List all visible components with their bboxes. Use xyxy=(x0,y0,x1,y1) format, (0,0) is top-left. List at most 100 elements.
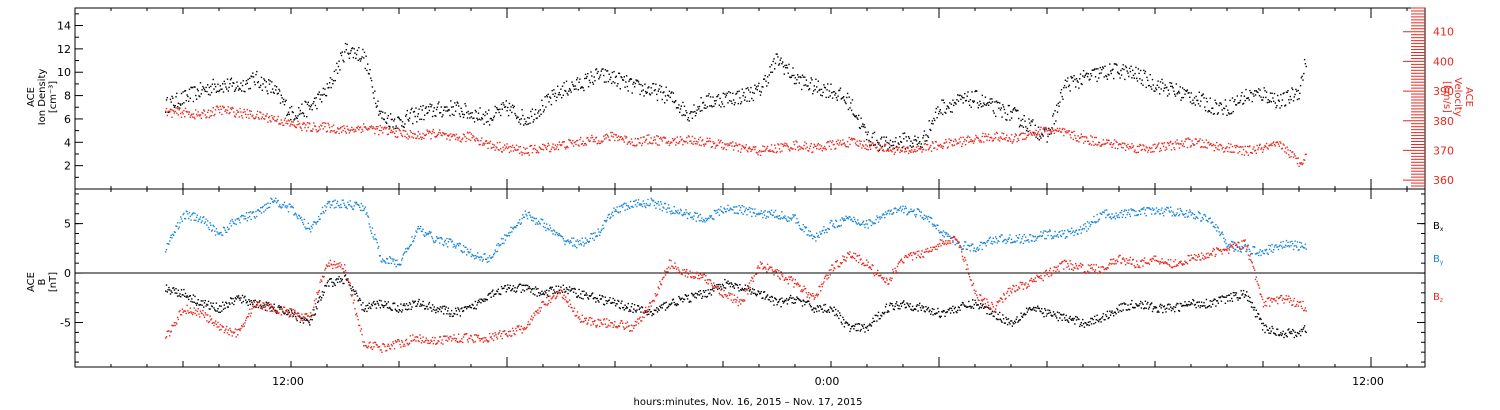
density-point xyxy=(680,105,682,107)
bx-point xyxy=(398,309,400,311)
velocity-point xyxy=(1266,147,1269,149)
bx-point xyxy=(186,295,188,297)
bx-point xyxy=(706,295,709,298)
bx-point xyxy=(510,290,512,292)
velocity-point xyxy=(1239,146,1242,148)
velocity-point xyxy=(644,141,646,143)
density-point xyxy=(787,72,789,74)
bx-point xyxy=(320,299,322,301)
density-point xyxy=(1019,124,1021,126)
velocity-point xyxy=(1289,149,1291,152)
density-point xyxy=(948,107,950,109)
bx-point xyxy=(991,312,993,314)
velocity-point xyxy=(770,150,772,153)
by-point xyxy=(431,236,433,238)
bx-point xyxy=(439,306,442,308)
density-point xyxy=(277,92,279,94)
velocity-point xyxy=(527,152,530,154)
velocity-point xyxy=(812,151,814,153)
bx-point xyxy=(946,311,949,313)
velocity-point xyxy=(649,142,652,144)
density-point xyxy=(565,90,567,92)
velocity-point xyxy=(569,139,572,142)
by-point xyxy=(192,212,195,214)
density-point xyxy=(1249,89,1251,92)
velocity-point xyxy=(226,112,228,114)
velocity-point xyxy=(834,148,836,150)
density-point xyxy=(769,66,771,68)
density-point xyxy=(1303,72,1305,75)
bx-point xyxy=(861,324,863,326)
bx-point xyxy=(1273,332,1276,335)
velocity-point xyxy=(521,154,523,156)
velocity-point xyxy=(365,127,367,129)
bx-point xyxy=(1012,322,1014,324)
bx-point xyxy=(1281,333,1284,335)
density-point xyxy=(204,90,206,92)
density-point xyxy=(675,107,678,109)
by-point xyxy=(406,247,408,249)
density-point xyxy=(611,71,614,74)
velocity-point xyxy=(645,139,647,142)
bx-point xyxy=(599,298,602,300)
bx-point xyxy=(318,297,320,299)
velocity-point xyxy=(1010,134,1013,136)
density-point xyxy=(883,136,885,138)
bx-point xyxy=(485,298,488,301)
bx-point xyxy=(1248,300,1250,302)
velocity-point xyxy=(1133,151,1135,153)
bx-point xyxy=(568,286,571,288)
density-point xyxy=(614,76,617,78)
density-point xyxy=(873,131,876,134)
velocity-point xyxy=(397,127,400,130)
bx-point xyxy=(760,290,762,293)
bx-point xyxy=(766,294,769,296)
by-point xyxy=(203,222,206,225)
density-point xyxy=(1008,104,1010,107)
velocity-point xyxy=(842,139,844,141)
velocity-point xyxy=(860,140,862,143)
density-point xyxy=(423,118,425,121)
density-point xyxy=(405,113,408,116)
bx-point xyxy=(188,295,191,297)
density-point xyxy=(869,141,872,143)
bx-point xyxy=(620,302,622,304)
bx-point xyxy=(966,306,968,308)
bx-point xyxy=(957,309,959,312)
velocity-point xyxy=(1246,145,1249,148)
by-point xyxy=(166,242,168,245)
density-point xyxy=(1153,90,1155,92)
bx-point xyxy=(599,294,601,296)
density-point xyxy=(208,86,210,89)
density-point xyxy=(1261,99,1264,101)
velocity-point xyxy=(1235,146,1237,149)
density-point xyxy=(887,148,889,150)
velocity-point xyxy=(403,130,405,132)
density-point xyxy=(223,80,225,83)
density-point xyxy=(598,78,600,80)
bx-point xyxy=(648,309,651,311)
density-point xyxy=(1142,84,1144,86)
bx-point xyxy=(1052,315,1054,317)
density-point xyxy=(472,117,474,120)
by-point xyxy=(431,237,434,240)
density-point xyxy=(1161,78,1163,81)
bx-point xyxy=(785,300,787,302)
velocity-point xyxy=(730,142,732,144)
density-point xyxy=(292,111,294,114)
density-point xyxy=(897,142,899,144)
bx-point xyxy=(450,313,452,315)
density-point xyxy=(865,138,868,141)
by-point xyxy=(213,225,215,228)
bx-point xyxy=(210,302,212,304)
density-point xyxy=(1264,90,1266,92)
by-point xyxy=(393,263,396,265)
bx-point xyxy=(938,311,940,313)
bx-point xyxy=(700,293,702,295)
bx-point xyxy=(688,301,690,303)
velocity-point xyxy=(1143,148,1146,151)
bx-point xyxy=(282,310,284,313)
density-point xyxy=(424,114,426,116)
velocity-point xyxy=(740,151,742,153)
velocity-point xyxy=(1209,143,1211,145)
